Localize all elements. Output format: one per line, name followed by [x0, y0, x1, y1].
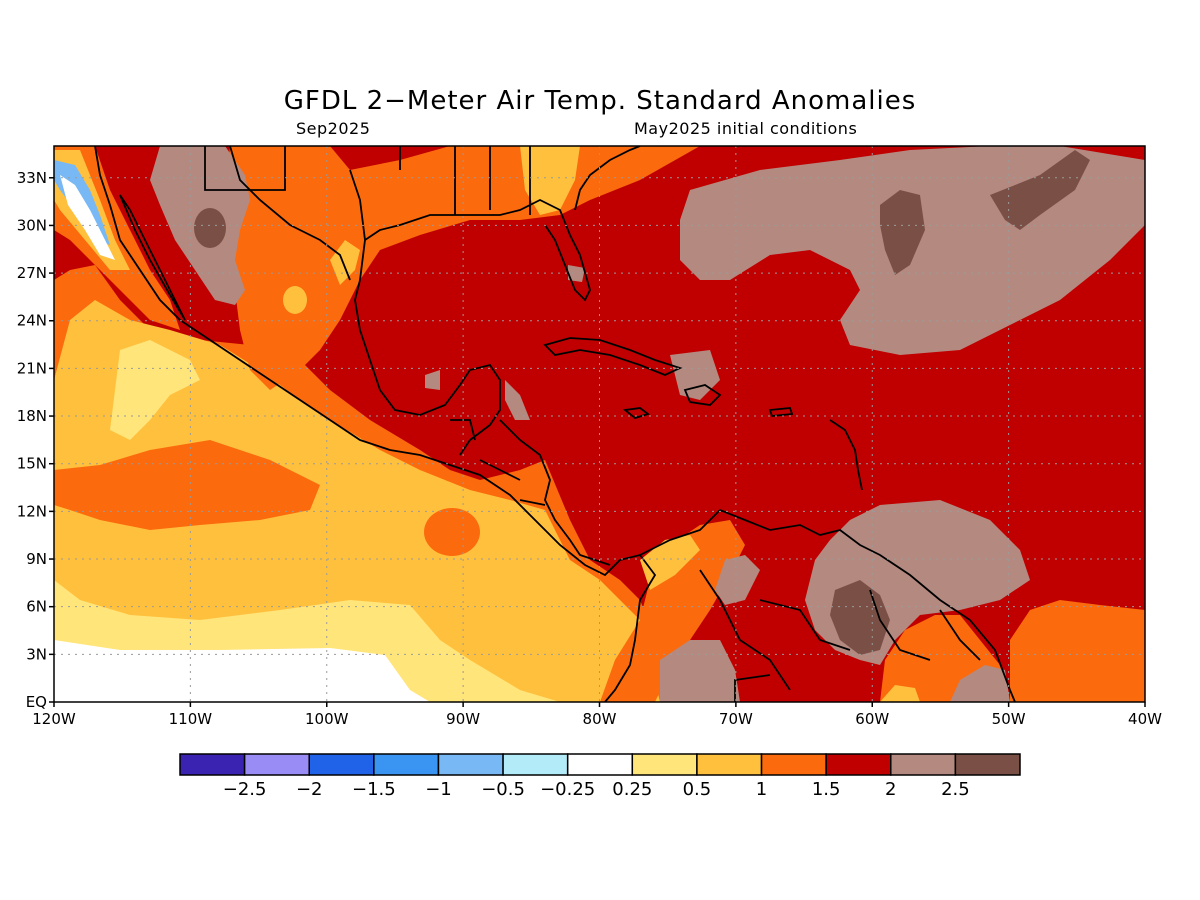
anomaly-region-yucatan-brown [505, 380, 530, 420]
lon-tick-label: 50W [992, 710, 1026, 728]
south-america-coastline [639, 508, 1016, 702]
colorbar-swatch [566, 753, 634, 776]
colorbar-swatch [890, 753, 957, 776]
anomaly-region-mexico-orange [225, 146, 700, 390]
us-state-lines [204, 146, 531, 215]
anomaly-region-southwest-dark [194, 208, 226, 248]
south-america-borders [699, 569, 981, 702]
lon-tick-label: 90W [446, 710, 480, 728]
longitude-axis: 120W 110W 100W 90W 80W 70W 60W 50W 40W [32, 702, 1162, 728]
anomaly-region-gulf-small-brown [425, 370, 440, 390]
lat-tick-label: 30N [17, 216, 47, 234]
baja-coastline [119, 194, 186, 321]
lat-tick-label: 15N [17, 455, 47, 473]
colorbar-label: −0.5 [481, 779, 525, 800]
colorbar-label: 2.5 [941, 779, 970, 800]
gulf-coastline [349, 169, 501, 456]
colorbar-swatch [760, 753, 827, 776]
colorbar-swatch [502, 753, 569, 776]
colorbar-label: 0.5 [683, 779, 712, 800]
colorbar-label: 1.5 [812, 779, 841, 800]
colorbar-swatch [696, 753, 763, 776]
colorbar-swatch [437, 753, 504, 776]
colorbar-label: −2.5 [223, 779, 267, 800]
colorbar-label: −1.5 [352, 779, 396, 800]
anomaly-region-brazil-light [880, 685, 920, 702]
anomaly-region-equatorial-atlantic-orange [1010, 600, 1145, 702]
lon-tick-label: 80W [583, 710, 617, 728]
colorbar-swatch [954, 753, 1021, 776]
lon-tick-label: 110W [169, 710, 213, 728]
lon-tick-label: 60W [855, 710, 889, 728]
lat-tick-label: 33N [17, 169, 47, 187]
colorbar-label: −0.25 [540, 779, 595, 800]
initial-conditions: May2025 initial conditions [634, 119, 858, 138]
coastlines [94, 146, 1016, 702]
colorbar-label: 0.25 [612, 779, 652, 800]
anomaly-region-baja-white [60, 175, 115, 260]
colorbar-label: 2 [885, 779, 896, 800]
anomaly-region-atlantic-dark-2 [990, 150, 1090, 230]
anomaly-region-pacific-yellow-north [110, 340, 200, 440]
anomaly-region-colombia-orange [600, 520, 745, 702]
lat-tick-label: 27N [17, 264, 47, 282]
latitude-axis: 33N 30N 27N 24N 21N 18N 15N 12N 9N 6N 3N EQ [17, 169, 54, 711]
anomaly-region-equatorial-neutral [54, 640, 430, 702]
puerto-rico-outline [768, 407, 794, 417]
lat-tick-label: 21N [17, 359, 47, 377]
anomaly-region-venezuela-brown [715, 555, 760, 605]
anomaly-region-guiana-dark [830, 580, 890, 655]
lat-tick-label: 3N [26, 645, 47, 663]
anomaly-region-pacific-light-orange [54, 300, 660, 702]
lat-tick-label: 6N [26, 598, 47, 616]
lat-tick-label: 24N [17, 312, 47, 330]
anomaly-region-mexico-light [330, 240, 360, 285]
colorbar-swatch [631, 753, 698, 776]
gulf-north-coastline [364, 198, 591, 302]
colorbar-swatch [373, 753, 440, 776]
lon-tick-label: 100W [305, 710, 349, 728]
colorbar-label: −1 [425, 779, 452, 800]
lat-tick-label: EQ [26, 693, 47, 711]
cuba-outline [543, 337, 683, 376]
lon-tick-label: 120W [32, 710, 76, 728]
central-america-coastline [499, 419, 611, 566]
lat-tick-label: 12N [17, 502, 47, 520]
anomaly-region-pacific-blob [424, 508, 480, 556]
pacific-coastline [94, 146, 657, 702]
anomaly-region-pacific-band [54, 440, 320, 530]
colorbar-swatch [308, 753, 375, 776]
central-america-borders [450, 419, 546, 506]
colorbar-swatch [825, 753, 892, 776]
forecast-month: Sep2025 [296, 119, 371, 138]
colorbar-swatch [179, 753, 246, 776]
lon-tick-label: 40W [1128, 710, 1162, 728]
hispaniola-outline [683, 384, 722, 406]
anomaly-region-florida-small-brown [568, 265, 585, 282]
anomaly-region-amazon-brown [950, 665, 1010, 702]
lon-tick-label: 70W [719, 710, 753, 728]
mexico-border [229, 146, 351, 281]
colorbar-label: −2 [296, 779, 323, 800]
anomaly-region-atlantic-dark-1 [880, 190, 925, 275]
colorbar: −2.5 −2 −1.5 −1 −0.5 −0.25 0.25 0.5 1 1.5 2 2.5 [179, 753, 1021, 800]
graticule [54, 146, 1145, 702]
lesser-antilles-outline [829, 419, 863, 491]
jamaica-outline [622, 407, 650, 420]
anomaly-region-southeast-us-light [520, 146, 580, 215]
lat-tick-label: 18N [17, 407, 47, 425]
colorbar-label: 1 [756, 779, 767, 800]
anomaly-region-south-america-brown [660, 640, 740, 702]
anomaly-region-mexico-blob [283, 286, 307, 314]
map-title: GFDL 2−Meter Air Temp. Standard Anomalie… [283, 86, 917, 116]
anomaly-field [54, 146, 1145, 702]
colorbar-swatch [243, 753, 310, 776]
lat-tick-label: 9N [26, 550, 47, 568]
